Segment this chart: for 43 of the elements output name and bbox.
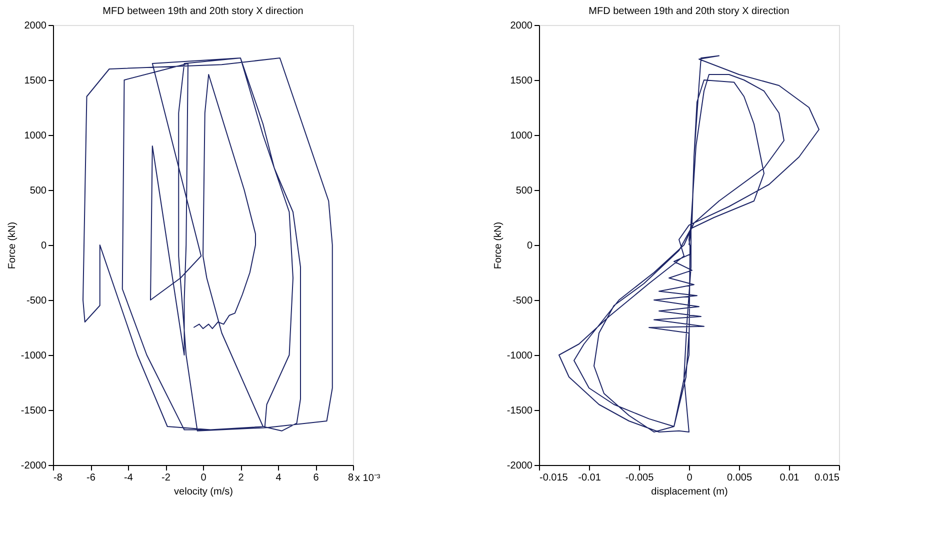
y-tick-label: 500: [30, 186, 47, 196]
x-tick-label: 0: [686, 472, 693, 484]
text: x 10⁻³: [355, 473, 381, 484]
x-axis-title: velocity (m/s): [174, 486, 233, 498]
y-tick-label: -500: [26, 296, 47, 306]
x-tick-label: 6: [313, 472, 320, 484]
y-tick-label: 2000: [24, 20, 47, 32]
y-tick-label: -500: [512, 296, 533, 306]
x-tick-label: 2: [238, 472, 244, 484]
x-tick-label: -8: [54, 472, 63, 484]
y-tick-label: 500: [516, 186, 533, 196]
line-series: [82, 58, 333, 432]
x-tick-label: -6: [86, 472, 96, 484]
y-tick-label: -1500: [506, 406, 533, 416]
y-tick-label: -2000: [20, 460, 47, 472]
x-tick-label: 4: [276, 472, 282, 484]
chart-title: MFD between 19th and 20th story X direction: [588, 6, 790, 17]
y-tick-label: -1500: [20, 406, 47, 416]
y-tick-label: 1500: [510, 76, 533, 86]
x-tick-label: -0.005: [625, 472, 654, 484]
x-axis-title: displacement (m): [651, 486, 728, 498]
x-tick-label: 0.01: [780, 472, 800, 484]
y-tick-label: -2000: [506, 460, 533, 472]
y-tick-label: 0: [40, 240, 47, 252]
y-tick-label: 0: [526, 240, 533, 252]
x-tick-label: 8: [348, 472, 354, 484]
x-tick-label: -4: [124, 472, 134, 484]
y-axis-title: Force (kN): [492, 222, 504, 270]
y-tick-label: 1000: [510, 130, 533, 142]
chart-title: MFD between 19th and 20th story X direction: [102, 6, 304, 17]
line-series: [558, 55, 820, 432]
y-tick-label: -1000: [506, 350, 533, 362]
y-tick-label: 2000: [510, 20, 533, 32]
x-tick-label: 0.005: [726, 472, 752, 484]
y-tick-label: 1500: [24, 76, 47, 86]
x-tick-label: 0.015: [814, 472, 840, 484]
x-tick-label: 0: [200, 472, 207, 484]
x-tick-label: -2: [162, 472, 171, 484]
x-tick-label: -0.015: [540, 472, 568, 484]
x-tick-label: -0.01: [578, 472, 602, 484]
y-axis-title: Force (kN): [6, 222, 18, 270]
y-tick-label: 1000: [24, 130, 47, 142]
y-tick-label: -1000: [20, 350, 47, 362]
